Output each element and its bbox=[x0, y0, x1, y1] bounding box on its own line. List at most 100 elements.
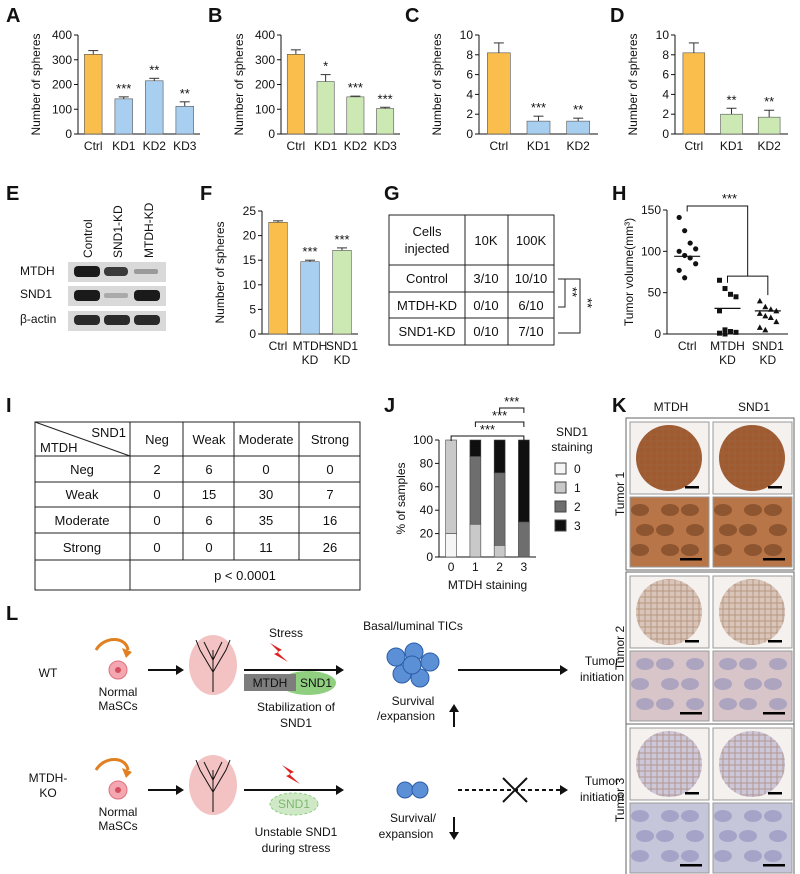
data-point bbox=[717, 277, 722, 283]
blot-row-label-mtdh: MTDH bbox=[20, 264, 55, 278]
table-cell: 0 bbox=[153, 513, 160, 528]
scale-bar bbox=[763, 712, 785, 715]
table-g-header-100k: 100K bbox=[516, 233, 547, 248]
schematic-ko-label-1: MTDH- bbox=[29, 771, 68, 785]
y-tick-label: 60 bbox=[420, 480, 434, 494]
x-tick-label: KD2 bbox=[143, 139, 167, 153]
table-cell: 0 bbox=[153, 487, 160, 502]
cell-nucleus bbox=[719, 698, 737, 710]
significance-label: ** bbox=[180, 86, 190, 101]
panel-e: E Control SND1-KD MTDH-KD MTDH SND1 β-ac… bbox=[6, 183, 166, 331]
schematic-ko-snd1-label: SND1 bbox=[278, 797, 310, 811]
tissue-texture bbox=[719, 425, 785, 491]
y-tick-label: 15 bbox=[243, 253, 257, 267]
cell-nucleus bbox=[686, 524, 704, 536]
y-tick-label: 20 bbox=[420, 527, 434, 541]
ihc-tumor-1: Tumor 1 bbox=[613, 417, 795, 571]
cell-nucleus bbox=[661, 850, 679, 862]
y-tick-label: 0 bbox=[268, 127, 275, 141]
significance-label: *** bbox=[348, 80, 363, 95]
cell-nucleus bbox=[636, 698, 654, 710]
x-tick-label: 0 bbox=[448, 560, 455, 574]
schematic-stabilization-1: Stabilization of bbox=[257, 700, 336, 714]
table-g-row-control: Control bbox=[406, 271, 448, 286]
y-tick-label: 100 bbox=[255, 102, 275, 116]
cell-nucleus bbox=[661, 504, 679, 516]
table-cell: 0 bbox=[326, 462, 333, 477]
cell-nucleus bbox=[719, 658, 737, 670]
scale-bar bbox=[768, 792, 782, 795]
data-point bbox=[728, 329, 733, 335]
schematic-snd1-label: SND1 bbox=[300, 676, 332, 690]
data-point bbox=[717, 308, 722, 314]
panel-label-j: J bbox=[384, 395, 395, 417]
panel-label-e: E bbox=[6, 183, 19, 205]
significance-label: *** bbox=[378, 91, 393, 106]
schematic-unstable-2: during stress bbox=[262, 841, 331, 855]
table-g-header-10k: 10K bbox=[474, 233, 497, 248]
table-i-column-header: Weak bbox=[193, 432, 226, 447]
scale-bar bbox=[763, 558, 785, 561]
schematic-wt-label: WT bbox=[39, 666, 58, 680]
x-tick-label: MTDH KD bbox=[710, 339, 745, 367]
table-i-column-header: Moderate bbox=[239, 432, 294, 447]
stacked-segment bbox=[445, 439, 457, 534]
x-tick-label: KD3 bbox=[373, 139, 397, 153]
blot-band-mtdh bbox=[68, 262, 166, 282]
significance-label: *** bbox=[480, 422, 495, 437]
bar bbox=[268, 222, 288, 335]
ihc-tumor-2: Tumor 2 bbox=[613, 571, 795, 725]
y-tick-label: 200 bbox=[52, 78, 72, 92]
cell-nucleus bbox=[714, 544, 732, 556]
schematic-ko-cell-label-2: MaSCs bbox=[98, 819, 137, 833]
significance-bracket bbox=[727, 275, 769, 296]
cell-nucleus bbox=[719, 524, 737, 536]
data-point bbox=[693, 246, 699, 252]
stacked-segment bbox=[469, 456, 482, 525]
stacked-segment bbox=[469, 523, 482, 558]
schematic-tumor-2: initiation bbox=[580, 670, 624, 684]
blot-lane-mtdhkd: MTDH-KD bbox=[142, 202, 156, 258]
schematic-ko-cell-label-1: Normal bbox=[99, 805, 138, 819]
cell-nucleus bbox=[681, 678, 699, 690]
significance-label: *** bbox=[722, 191, 737, 206]
significance-bracket bbox=[686, 205, 749, 277]
schematic-survival-2: /expansion bbox=[377, 709, 435, 723]
cell-nucleus bbox=[686, 698, 704, 710]
bar bbox=[682, 52, 706, 135]
y-tick-label: 10 bbox=[460, 28, 474, 42]
table-i-corner-mtdh: MTDH bbox=[40, 440, 78, 455]
ihc-frame bbox=[625, 723, 795, 874]
cell-nucleus bbox=[739, 698, 757, 710]
table-cell: 0/10 bbox=[473, 324, 498, 339]
cell-nucleus bbox=[656, 658, 674, 670]
chart-b: B 0 100 200 300 400 Number of spheres Ctrl * KD1 *… bbox=[208, 5, 400, 153]
blot-band-actin bbox=[68, 311, 166, 331]
y-tick-label: 2 bbox=[466, 107, 473, 121]
table-cell: 6 bbox=[205, 513, 212, 528]
bar bbox=[526, 120, 551, 135]
schematic-wt-cell-label-2: MaSCs bbox=[98, 699, 137, 713]
significance-label: *** bbox=[302, 244, 317, 259]
cell-nucleus bbox=[764, 504, 782, 516]
scale-bar bbox=[768, 640, 782, 643]
data-point bbox=[773, 318, 780, 325]
x-tick-label: KD3 bbox=[173, 139, 197, 153]
x-tick-label: KD1 bbox=[527, 139, 551, 153]
significance-label: *** bbox=[116, 81, 131, 96]
y-tick-label: 100 bbox=[641, 244, 661, 258]
panel-label-h: H bbox=[612, 183, 626, 205]
table-cell: 0/10 bbox=[473, 298, 498, 313]
tissue-texture bbox=[636, 579, 702, 645]
table-i-row-header: Strong bbox=[63, 540, 101, 555]
panel-k: K MTDH SND1 Tumor 1 Tumor 2 Tumor 3 bbox=[612, 395, 795, 874]
significance-label: *** bbox=[492, 408, 507, 423]
table-cell: 2 bbox=[153, 462, 160, 477]
y-tick-label: 8 bbox=[662, 48, 669, 62]
table-cell: 0 bbox=[153, 540, 160, 555]
schematic-tics-label: Basal/luminal TICs bbox=[363, 619, 463, 633]
table-cell: 10/10 bbox=[515, 271, 548, 286]
